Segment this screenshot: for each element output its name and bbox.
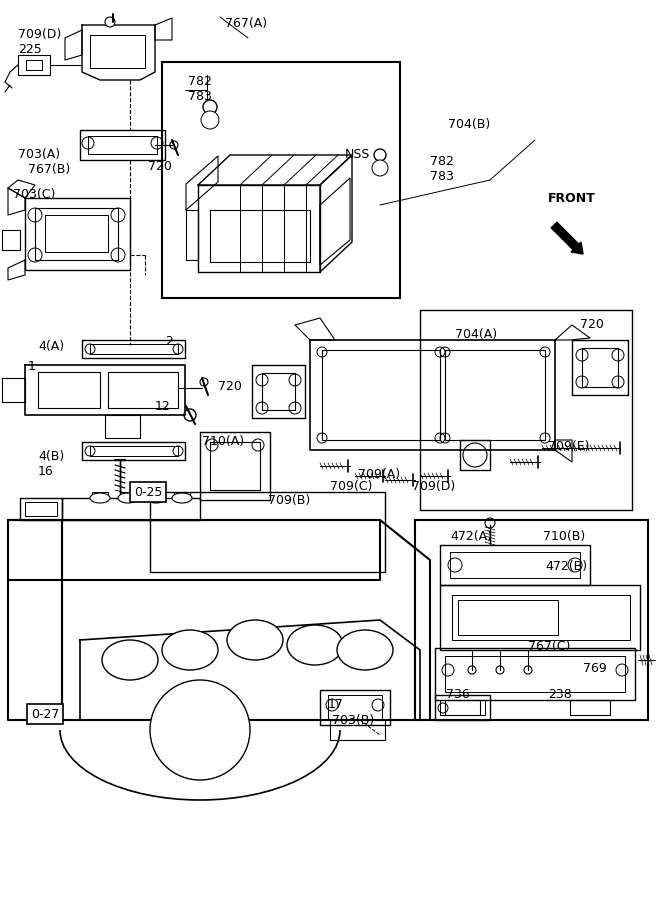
Circle shape (150, 680, 250, 780)
Text: 767(B): 767(B) (28, 163, 70, 176)
Ellipse shape (162, 630, 218, 670)
Text: 709(D): 709(D) (412, 480, 456, 493)
Ellipse shape (287, 625, 343, 665)
Bar (2, 230, 20, 250)
Text: 0-27: 0-27 (31, 707, 59, 721)
Text: 782: 782 (188, 75, 212, 88)
Polygon shape (62, 520, 430, 720)
Text: 783: 783 (430, 170, 454, 183)
Circle shape (201, 111, 219, 129)
Text: 703(B): 703(B) (332, 714, 374, 727)
Text: 0-25: 0-25 (134, 485, 162, 499)
FancyArrow shape (551, 222, 583, 254)
Text: 709(E): 709(E) (548, 440, 590, 453)
Text: 767(C): 767(C) (528, 640, 570, 653)
Ellipse shape (90, 493, 110, 503)
Ellipse shape (118, 493, 138, 503)
Text: 704(A): 704(A) (455, 328, 497, 341)
Circle shape (105, 17, 115, 27)
Text: 767(A): 767(A) (225, 17, 267, 30)
Text: 709(A): 709(A) (358, 468, 400, 481)
Text: 769: 769 (583, 662, 607, 675)
Ellipse shape (337, 630, 393, 670)
Bar (174, 492, 190, 500)
Ellipse shape (146, 493, 166, 503)
Bar (150, 492, 385, 572)
Text: 709(D): 709(D) (18, 28, 61, 41)
Bar (120, 492, 136, 500)
Text: 736: 736 (446, 688, 470, 701)
Text: 703(C): 703(C) (13, 188, 55, 201)
Bar (162, 62, 400, 298)
Bar (458, 600, 558, 635)
Bar (25, 502, 57, 516)
Bar (415, 520, 648, 720)
Ellipse shape (172, 493, 192, 503)
Text: 1: 1 (28, 360, 36, 373)
Text: 704(B): 704(B) (448, 118, 490, 131)
Text: 709(B): 709(B) (268, 494, 310, 507)
Text: 2: 2 (165, 335, 173, 348)
Text: 17: 17 (328, 698, 344, 711)
Text: NSS: NSS (345, 148, 370, 161)
Ellipse shape (227, 620, 283, 660)
Text: 710(A): 710(A) (202, 435, 244, 448)
Circle shape (374, 149, 386, 161)
Ellipse shape (102, 640, 158, 680)
Circle shape (203, 100, 217, 114)
Text: 4(B): 4(B) (38, 450, 64, 463)
Text: FRONT: FRONT (548, 192, 596, 205)
Bar (92, 492, 108, 500)
Text: 4(A): 4(A) (38, 340, 64, 353)
Circle shape (372, 160, 388, 176)
Text: 720: 720 (218, 380, 242, 393)
Text: 472(B): 472(B) (545, 560, 587, 573)
Bar (148, 492, 164, 500)
Text: 16: 16 (38, 465, 54, 478)
Text: 225: 225 (18, 43, 42, 56)
Text: 703(A): 703(A) (18, 148, 60, 161)
Text: 783: 783 (188, 90, 212, 103)
Text: 472(A): 472(A) (450, 530, 492, 543)
Text: 782: 782 (430, 155, 454, 168)
Text: 720: 720 (580, 318, 604, 331)
Text: 710(B): 710(B) (543, 530, 585, 543)
Text: 709(C): 709(C) (330, 480, 372, 493)
Text: 12: 12 (155, 400, 171, 413)
Text: 238: 238 (548, 688, 572, 701)
Text: 720: 720 (148, 160, 172, 173)
